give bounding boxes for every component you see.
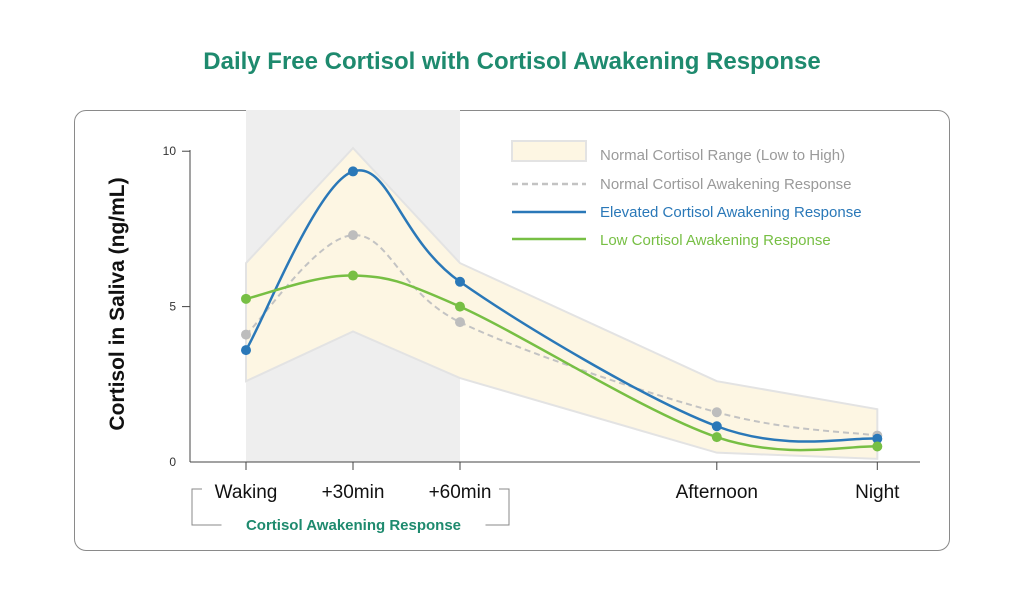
y-tick-label: 10 bbox=[163, 144, 177, 158]
series-point bbox=[348, 166, 358, 177]
series-point bbox=[455, 317, 465, 328]
x-tick-label: Night bbox=[855, 482, 900, 503]
series-point bbox=[348, 270, 358, 281]
legend: Normal Cortisol Range (Low to High) Norm… bbox=[511, 140, 862, 249]
legend-elevated-label: Elevated Cortisol Awakening Response bbox=[600, 204, 862, 221]
series-point bbox=[241, 293, 251, 304]
series-point bbox=[711, 407, 722, 418]
chart-title: Daily Free Cortisol with Cortisol Awaken… bbox=[203, 48, 821, 75]
x-tick-label: +30min bbox=[322, 482, 385, 503]
x-tick-label: Waking bbox=[215, 482, 278, 503]
series-layer bbox=[241, 166, 883, 452]
x-tick-label: Afternoon bbox=[676, 482, 758, 503]
legend-range-swatch bbox=[511, 140, 587, 162]
series-point bbox=[241, 345, 251, 356]
series-point bbox=[241, 329, 251, 340]
series-point bbox=[348, 230, 358, 241]
legend-range-label: Normal Cortisol Range (Low to High) bbox=[600, 147, 845, 164]
y-tick-label: 0 bbox=[169, 455, 176, 469]
series-point bbox=[711, 432, 722, 443]
legend-low-label: Low Cortisol Awakening Response bbox=[600, 232, 831, 249]
series-point bbox=[872, 433, 883, 444]
y-ticks: 0 5 10 bbox=[163, 144, 190, 469]
series-point bbox=[711, 421, 722, 432]
series-line bbox=[245, 234, 878, 437]
car-bracket-label-bg bbox=[221, 517, 486, 533]
normal-range-area bbox=[245, 146, 879, 460]
series-point bbox=[455, 276, 465, 287]
series-point bbox=[455, 301, 465, 312]
y-tick-label: 5 bbox=[169, 300, 176, 314]
x-tick-label: +60min bbox=[429, 482, 492, 503]
car-bracket-label: Cortisol Awakening Response bbox=[246, 517, 461, 534]
car-bracket: Cortisol Awakening Response bbox=[191, 488, 510, 534]
x-ticks: Waking +30min +60min Afternoon Night bbox=[215, 462, 900, 503]
y-axis-label: Cortisol in Saliva (ng/mL) bbox=[106, 177, 129, 430]
series-line bbox=[245, 274, 878, 452]
series-point bbox=[872, 441, 883, 452]
legend-normal-label: Normal Cortisol Awakening Response bbox=[600, 176, 852, 193]
